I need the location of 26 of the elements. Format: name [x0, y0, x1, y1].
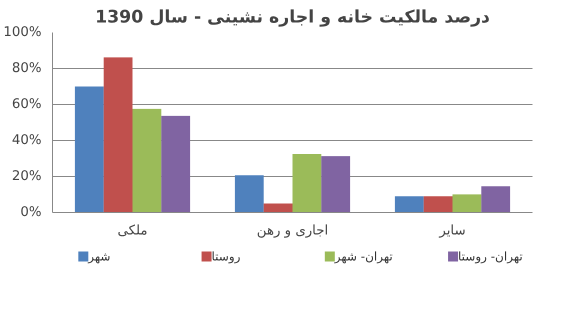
bar	[292, 154, 322, 212]
bar	[394, 196, 424, 212]
x-tick-label: سایر	[438, 224, 466, 238]
y-tick-label: 20%	[12, 169, 42, 184]
x-tick-label: اجاری و رهن	[256, 224, 328, 238]
bar	[424, 196, 452, 212]
legend-label: تهران- شهر	[334, 250, 393, 264]
chart-title: درصد مالکیت خانه و اجاره نشینی - سال 1390	[95, 8, 490, 28]
y-tick-label: 40%	[12, 133, 42, 148]
y-tick-label: 80%	[12, 61, 42, 76]
bar	[161, 116, 190, 212]
legend-label: روستا	[211, 250, 241, 264]
bar	[481, 186, 510, 212]
y-tick-label: 0%	[20, 205, 42, 220]
bar	[452, 194, 482, 212]
y-tick-label: 60%	[12, 97, 42, 112]
bar	[321, 156, 350, 212]
bar	[104, 57, 132, 212]
x-tick-label: ملکی	[117, 224, 148, 238]
y-tick-label: 100%	[3, 25, 42, 40]
bar	[132, 108, 162, 212]
legend-label: شهر	[87, 250, 110, 264]
bar	[234, 175, 264, 212]
bar	[74, 86, 104, 212]
bar	[264, 204, 292, 212]
legend-label: تهران- روستا	[458, 250, 523, 264]
